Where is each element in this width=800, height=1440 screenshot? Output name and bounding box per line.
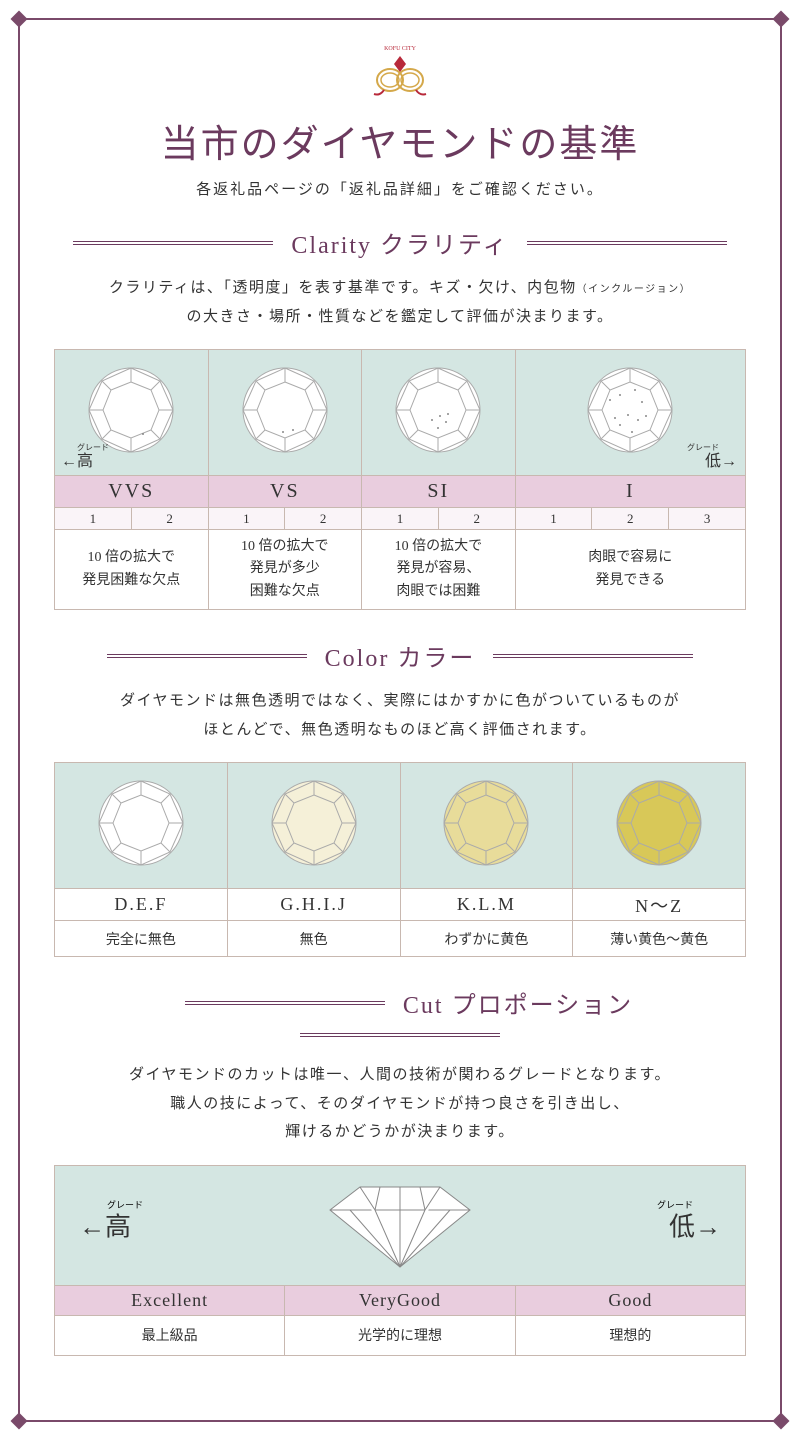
- cut-grade-name: VeryGood: [285, 1285, 515, 1315]
- clarity-table: グレード←高 グレード低→ VVSVSSII 121212123 10 倍の拡大…: [54, 349, 746, 610]
- clarity-desc-small: （インクルージョン）: [577, 284, 692, 295]
- content-area: KOFU CITY 当市のダイヤモンドの基準 各返礼品ページの「返礼品詳細」をご…: [18, 18, 782, 1422]
- color-section-title: Color カラー: [54, 638, 746, 673]
- color-diamond-cell: [227, 763, 400, 889]
- cut-description: ダイヤモンドのカットは唯一、人間の技術が関わるグレードとなります。 職人の技によ…: [54, 1061, 746, 1147]
- cut-desc-line1: ダイヤモンドのカットは唯一、人間の技術が関わるグレードとなります。: [129, 1067, 671, 1083]
- color-title-text: Color カラー: [325, 646, 476, 672]
- clarity-grade-num: 1: [55, 508, 132, 530]
- cut-grade-name: Excellent: [55, 1285, 285, 1315]
- clarity-diamond-cell: [208, 350, 362, 476]
- cut-diamond-icon: [310, 1175, 490, 1275]
- clarity-grade-num: 3: [669, 508, 746, 530]
- cut-desc-line2: 職人の技によって、そのダイヤモンドが持つ良さを引き出し、: [170, 1096, 630, 1112]
- kofu-city-logo-icon: KOFU CITY: [364, 42, 436, 102]
- color-grade-desc: わずかに黄色: [400, 921, 573, 957]
- clarity-desc-line2: の大きさ・場所・性質などを鑑定して評価が決まります。: [186, 309, 613, 325]
- clarity-grade-num: 2: [592, 508, 669, 530]
- color-grade-desc: 薄い黄色～黄色: [573, 921, 746, 957]
- clarity-section-title: Clarity クラリティ: [54, 225, 746, 260]
- clarity-grade-num: 1: [515, 508, 592, 530]
- clarity-title-text: Clarity クラリティ: [291, 233, 508, 259]
- clarity-grade-name: SI: [362, 476, 516, 508]
- clarity-grade-num: 2: [285, 508, 362, 530]
- color-diamond-cell: [400, 763, 573, 889]
- cut-title-text: Cut プロポーション: [403, 993, 633, 1019]
- color-grade-desc: 無色: [227, 921, 400, 957]
- cut-grade-desc: 理想的: [515, 1315, 745, 1355]
- clarity-grade-desc: 10 倍の拡大で発見困難な欠点: [55, 530, 209, 610]
- cut-grade-name: Good: [515, 1285, 745, 1315]
- color-table: D.E.FG.H.I.JK.L.MN～Z 完全に無色無色わずかに黄色薄い黄色～黄…: [54, 762, 746, 957]
- color-diamond-cell: [55, 763, 228, 889]
- clarity-desc-line1: クラリティは、「透明度」を表す基準です。キズ・欠け、内包物: [109, 280, 577, 296]
- cut-grade-desc: 光学的に理想: [285, 1315, 515, 1355]
- clarity-grade-desc: 10 倍の拡大で発見が容易、肉眼では困難: [362, 530, 516, 610]
- svg-text:KOFU CITY: KOFU CITY: [384, 46, 417, 52]
- diamond-top-icon: [388, 360, 488, 460]
- clarity-grade-desc: 肉眼で容易に発見できる: [515, 530, 745, 610]
- clarity-diamond-cell: [362, 350, 516, 476]
- cut-table: グレード ←高 グレード 低→ ExcellentVeryGo: [54, 1165, 746, 1356]
- logo-wrap: KOFU CITY: [54, 42, 746, 107]
- cut-desc-line3: 輝けるかどうかが決まります。: [285, 1124, 515, 1140]
- color-grade-name: G.H.I.J: [227, 889, 400, 921]
- clarity-grade-name: VVS: [55, 476, 209, 508]
- diamond-top-icon: [264, 773, 364, 873]
- cut-section-title: Cut プロポーション: [54, 985, 746, 1047]
- color-description: ダイヤモンドは無色透明ではなく、実際にはかすかに色がついているものが ほとんどで…: [54, 687, 746, 744]
- cut-grade-desc: 最上級品: [55, 1315, 285, 1355]
- color-grade-name: D.E.F: [55, 889, 228, 921]
- color-desc-line1: ダイヤモンドは無色透明ではなく、実際にはかすかに色がついているものが: [120, 693, 680, 709]
- diamond-top-icon: [436, 773, 536, 873]
- grade-low-label: 低→: [669, 1207, 721, 1244]
- color-diamond-cell: [573, 763, 746, 889]
- clarity-grade-name: I: [515, 476, 745, 508]
- color-grade-desc: 完全に無色: [55, 921, 228, 957]
- diamond-top-icon: [91, 773, 191, 873]
- clarity-description: クラリティは、「透明度」を表す基準です。キズ・欠け、内包物（インクルージョン） …: [54, 274, 746, 331]
- clarity-diamond-cell: グレード低→: [515, 350, 745, 476]
- color-desc-line2: ほとんどで、無色透明なものほど高く評価されます。: [203, 722, 596, 738]
- clarity-grade-num: 2: [438, 508, 515, 530]
- diamond-top-icon: [609, 773, 709, 873]
- color-grade-name: N～Z: [573, 889, 746, 921]
- clarity-grade-num: 1: [208, 508, 285, 530]
- clarity-grade-name: VS: [208, 476, 362, 508]
- page-title: 当市のダイヤモンドの基準: [54, 113, 746, 168]
- clarity-grade-num: 2: [131, 508, 208, 530]
- color-grade-name: K.L.M: [400, 889, 573, 921]
- cut-diamond-cell: グレード ←高 グレード 低→: [55, 1165, 746, 1285]
- clarity-grade-desc: 10 倍の拡大で発見が多少困難な欠点: [208, 530, 362, 610]
- clarity-grade-num: 1: [362, 508, 439, 530]
- clarity-diamond-cell: グレード←高: [55, 350, 209, 476]
- diamond-top-icon: [235, 360, 335, 460]
- page-subtitle: 各返礼品ページの「返礼品詳細」をご確認ください。: [54, 178, 746, 199]
- diamond-top-icon: [580, 360, 680, 460]
- grade-high-label: ←高: [79, 1207, 131, 1244]
